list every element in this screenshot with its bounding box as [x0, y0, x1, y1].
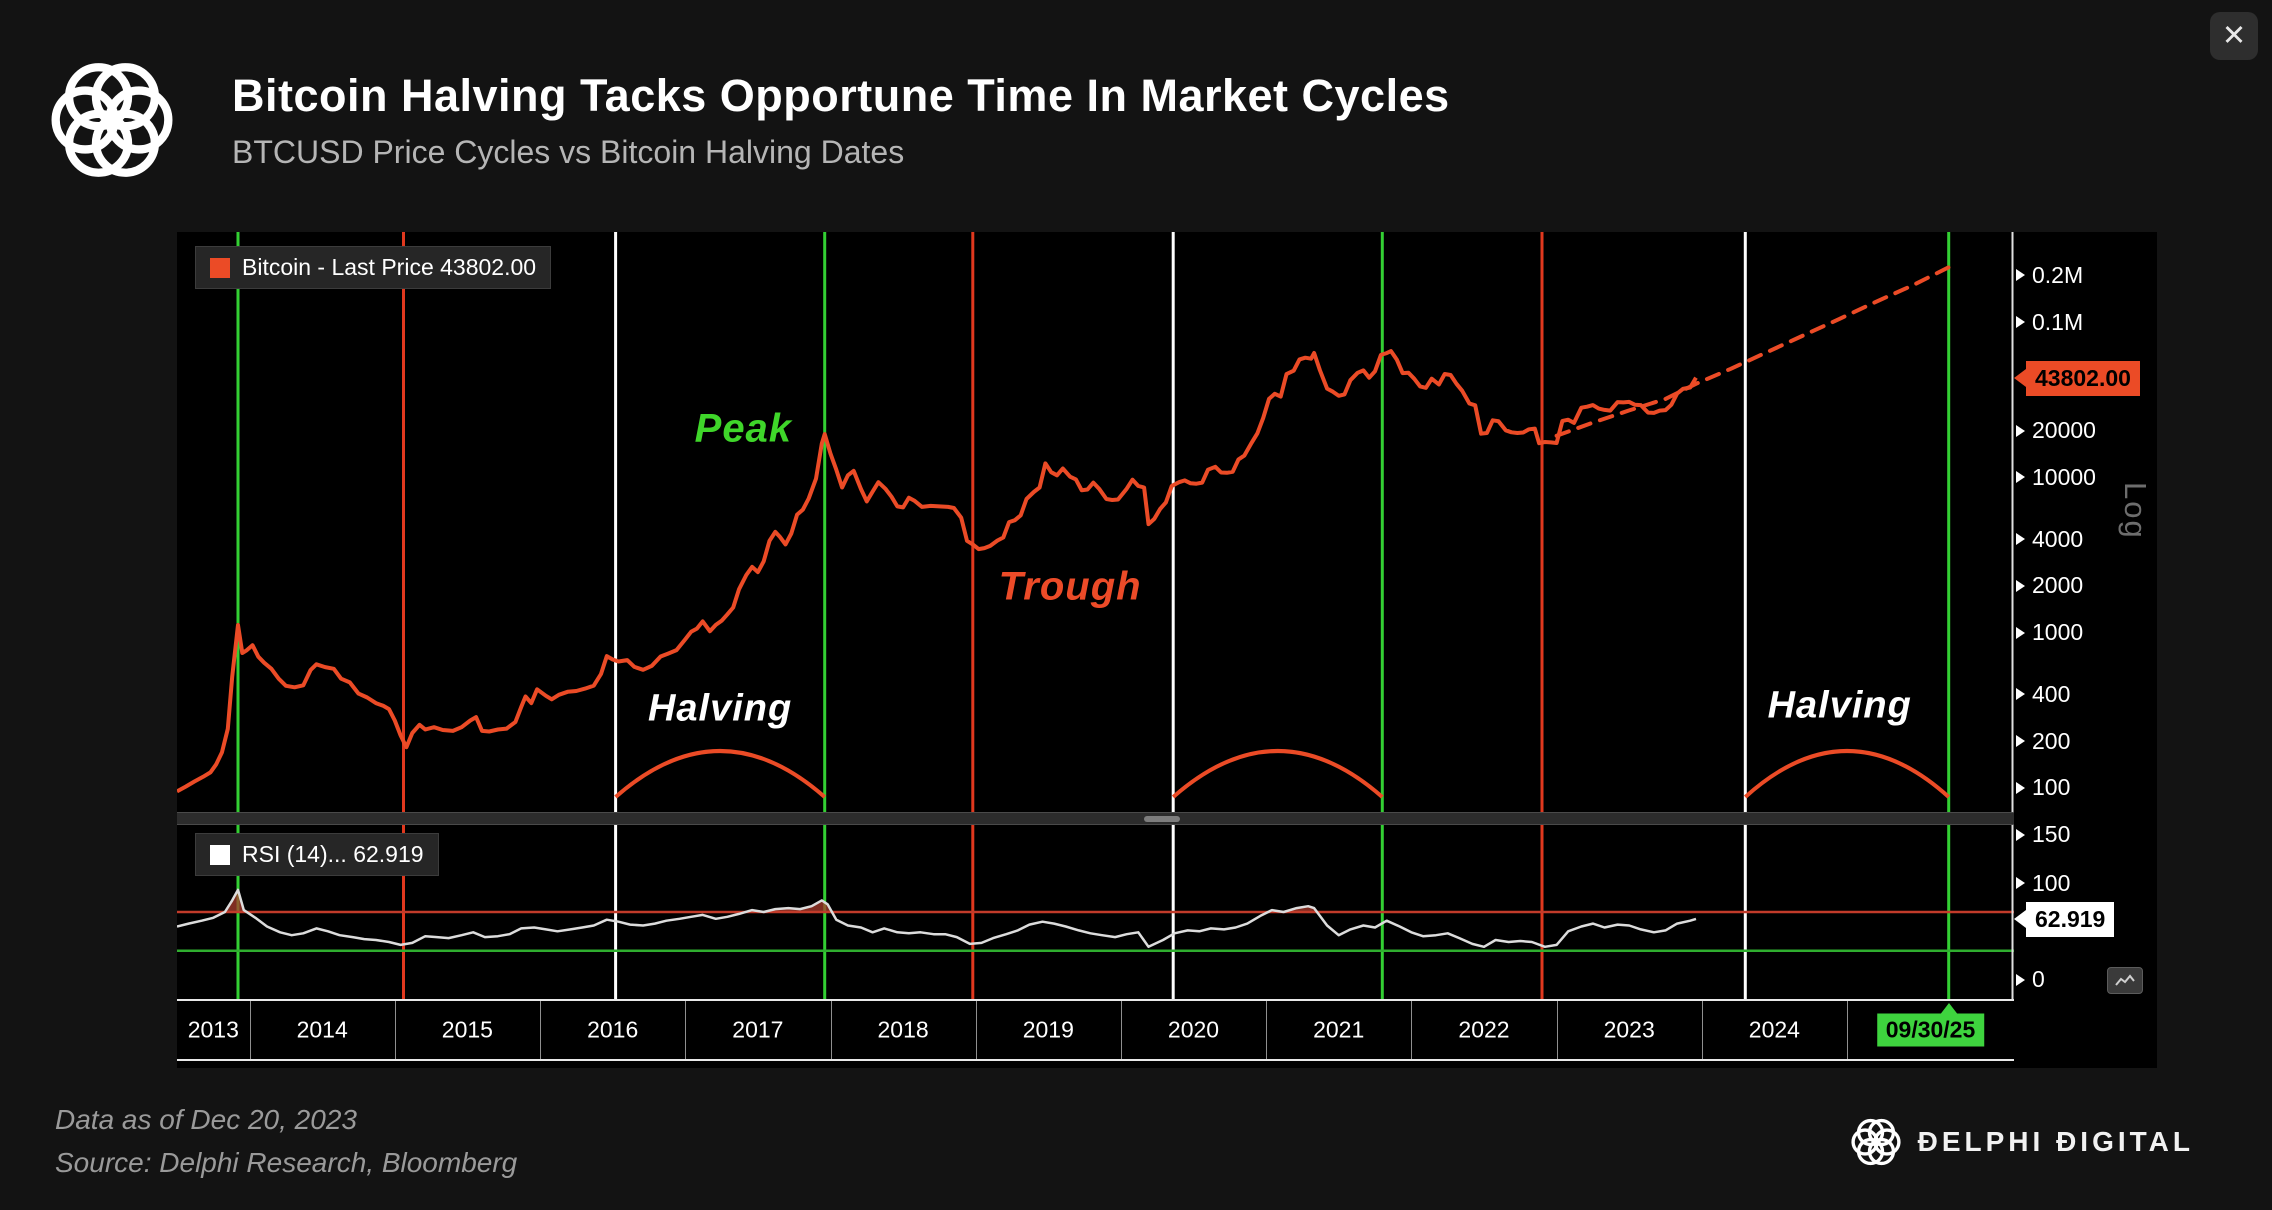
year-label: 2021	[1313, 1016, 1365, 1043]
year-separator	[1701, 1001, 1703, 1059]
price-axis-tick: 4000	[2016, 526, 2083, 552]
year-separator	[1120, 1001, 1122, 1059]
rsi-chart-svg	[177, 825, 2014, 999]
tick-arrow-icon	[2016, 626, 2025, 639]
year-separator	[830, 1001, 832, 1059]
year-label: 2024	[1748, 1016, 1800, 1043]
current-date-label: 09/30/25	[1876, 1013, 1985, 1047]
price-axis-tick: 2000	[2016, 572, 2083, 599]
tick-arrow-icon	[2016, 973, 2025, 986]
year-label: 2018	[877, 1016, 929, 1043]
year-separator	[1411, 1001, 1413, 1059]
x-axis-strip: 2013 2014 2015 2016 2017 2018 2019 2020 2021 2022…	[177, 999, 2014, 1061]
brand-wordmark: ĐELPHI ĐIGITAL	[1917, 1126, 2194, 1157]
price-axis-tick: 100	[2016, 774, 2070, 801]
tick-arrow-icon	[2016, 828, 2025, 841]
price-legend: Bitcoin - Last Price 43802.00	[195, 246, 552, 289]
year-separator	[685, 1001, 687, 1059]
rsi-axis-tick: 100	[2016, 870, 2070, 896]
tick-arrow-icon	[2016, 471, 2025, 484]
halving-to-peak-arc	[1743, 749, 1951, 799]
brand-lockup: ĐELPHI ĐIGITAL	[1850, 1116, 2194, 1168]
year-separator	[1266, 1001, 1268, 1059]
tick-arrow-icon	[2016, 688, 2025, 701]
current-date-marker-icon	[1938, 1003, 1959, 1016]
year-separator	[1556, 1001, 1558, 1059]
year-label: 2017	[732, 1016, 784, 1043]
log-scale-label: Log	[2118, 482, 2153, 540]
tick-arrow-icon	[2016, 316, 2025, 329]
year-separator	[1847, 1001, 1848, 1059]
footer-note: Data as of Dec 20, 2023 Source: Delphi R…	[55, 1098, 517, 1185]
halving-to-peak-arc	[614, 749, 827, 799]
year-label: 2016	[587, 1016, 639, 1043]
tick-arrow-icon	[2016, 735, 2025, 748]
year-label: 2020	[1167, 1016, 1220, 1043]
year-label: 2015	[441, 1016, 493, 1043]
last-price-badge: 43802.00	[2026, 360, 2140, 396]
rsi-axis: 150 100 0 62.919	[2014, 821, 2157, 999]
tick-arrow-icon	[2016, 424, 2025, 437]
tick-arrow-icon	[2016, 781, 2025, 794]
price-axis-tick: 400	[2016, 681, 2070, 707]
price-axis-tick: 200	[2016, 728, 2070, 754]
price-chart-svg	[177, 232, 2014, 812]
year-separator	[394, 1001, 396, 1059]
price-axis-tick: 0.2M	[2016, 262, 2083, 288]
panel-action-button[interactable]	[2107, 967, 2143, 994]
price-axis-tick: 20000	[2016, 417, 2096, 444]
year-label: 2013	[187, 1016, 239, 1043]
tick-arrow-icon	[2016, 877, 2025, 889]
price-series-chip	[210, 257, 230, 278]
year-label: 2014	[296, 1016, 348, 1043]
price-axis-tick: 1000	[2016, 619, 2083, 646]
price-plot-area[interactable]	[177, 232, 2014, 812]
chart-panel: Peak Trough Halving Halving Bitcoin - Last …	[177, 232, 2157, 1068]
halving-to-peak-arc	[1171, 749, 1384, 799]
rsi-axis-tick: 0	[2016, 966, 2045, 993]
year-separator	[540, 1001, 541, 1059]
year-separator	[249, 1001, 251, 1059]
year-label: 2022	[1458, 1016, 1510, 1043]
scrollbar-thumb[interactable]	[1144, 816, 1180, 822]
rsi-axis-tick: 150	[2016, 821, 2070, 848]
rsi-legend: RSI (14)... 62.919	[195, 833, 439, 876]
projection-line	[1554, 265, 1951, 438]
page-subtitle: BTCUSD Price Cycles vs Bitcoin Halving D…	[232, 133, 905, 170]
delphi-logo	[48, 56, 176, 184]
panel-divider-scrollbar	[177, 812, 2014, 825]
rsi-series-chip	[210, 844, 230, 865]
price-axis-tick: 0.1M	[2016, 309, 2083, 335]
close-button[interactable]: ✕	[2210, 12, 2258, 60]
page-title: Bitcoin Halving Tacks Opportune Time In …	[232, 69, 1450, 121]
rsi-line	[177, 888, 1697, 949]
year-label: 2023	[1603, 1016, 1655, 1043]
tick-arrow-icon	[2016, 269, 2025, 282]
tick-arrow-icon	[2016, 579, 2025, 592]
price-axis-tick: 10000	[2016, 464, 2096, 490]
mini-chart-icon	[2115, 973, 2135, 986]
delphi-logo-small	[1851, 1118, 1901, 1166]
price-line	[177, 349, 1698, 794]
price-legend-text: Bitcoin - Last Price 43802.00	[242, 254, 537, 280]
year-label: 2019	[1022, 1016, 1074, 1043]
rsi-legend-text: RSI (14)... 62.919	[242, 841, 424, 867]
price-axis: Log 0.2M 0.1M 20000 10000 4000 2000 1000 400 200…	[2014, 232, 2157, 812]
source-text: Source: Delphi Research, Bloomberg	[55, 1147, 518, 1179]
header: Bitcoin Halving Tacks Opportune Time In …	[48, 56, 1450, 184]
rsi-value-badge: 62.919	[2026, 901, 2115, 937]
year-separator	[975, 1001, 977, 1059]
rsi-plot-area[interactable]: RSI (14)... 62.919	[177, 825, 2014, 999]
tick-arrow-icon	[2016, 533, 2025, 546]
data-as-of-text: Data as of Dec 20, 2023	[55, 1104, 357, 1135]
